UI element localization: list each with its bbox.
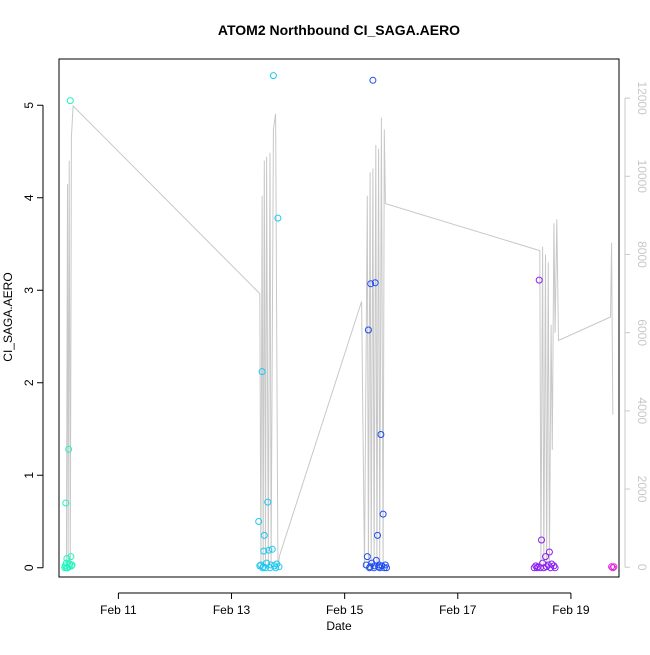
data-point xyxy=(275,563,283,571)
y-left-tick-label: 5 xyxy=(22,102,36,109)
data-point xyxy=(258,368,266,376)
y-axis-right: 0 2000 4000 6000 8000 10000 12000 xyxy=(624,81,649,571)
y-axis-left: 0 1 2 3 4 5 xyxy=(22,102,44,571)
data-point xyxy=(545,548,553,556)
data-point xyxy=(369,76,377,84)
chart-title: ATOM2 Northbound CI_SAGA.AERO xyxy=(218,22,460,38)
data-point xyxy=(374,531,381,539)
x-tick-label: Feb 13 xyxy=(213,603,251,617)
y-right-tick-label: 2000 xyxy=(635,476,649,503)
y-right-tick-label: 6000 xyxy=(635,319,649,346)
data-point xyxy=(255,518,263,525)
data-point xyxy=(262,564,269,572)
x-tick-label: Feb 19 xyxy=(552,603,590,617)
data-point xyxy=(367,280,375,288)
data-point xyxy=(543,563,551,571)
data-point xyxy=(260,547,268,555)
y-right-tick-label: 12000 xyxy=(635,81,649,115)
y-right-tick-label: 8000 xyxy=(635,241,649,268)
data-point xyxy=(260,531,268,539)
data-point xyxy=(62,499,70,507)
data-point xyxy=(366,563,374,571)
data-point xyxy=(363,553,371,561)
data-point xyxy=(608,563,616,571)
data-point xyxy=(265,546,273,554)
data-point xyxy=(272,564,280,572)
data-point xyxy=(364,326,372,334)
data-point xyxy=(550,562,558,570)
data-point xyxy=(610,563,618,571)
data-point xyxy=(371,562,379,570)
y-left-tick-label: 3 xyxy=(22,287,36,294)
y-left-tick-label: 0 xyxy=(22,564,36,571)
y-left-tick-label: 2 xyxy=(22,379,36,386)
y-right-tick-label: 10000 xyxy=(635,160,649,194)
data-point xyxy=(269,72,277,80)
data-point xyxy=(68,561,76,569)
x-axis-label: Date xyxy=(326,619,352,633)
y-left-tick-label: 4 xyxy=(22,194,36,201)
x-tick-label: Feb 11 xyxy=(100,603,137,617)
x-tick-label: Feb 15 xyxy=(326,603,364,617)
x-tick-label: Feb 17 xyxy=(439,603,477,617)
data-point xyxy=(533,564,541,572)
data-point xyxy=(379,510,387,518)
data-point xyxy=(383,564,390,572)
data-point xyxy=(66,97,74,105)
plot-frame xyxy=(58,58,620,578)
data-point xyxy=(375,561,383,569)
data-point xyxy=(371,279,379,287)
y-left-tick-label: 1 xyxy=(22,472,36,479)
data-point xyxy=(264,498,272,506)
y-right-tick-label: 4000 xyxy=(635,397,649,424)
data-point xyxy=(609,564,617,572)
y-axis-label: CI_SAGA.AERO xyxy=(1,272,15,361)
background-line xyxy=(65,104,614,568)
y-right-tick-label: 0 xyxy=(635,564,649,571)
background-line-layer xyxy=(65,104,614,568)
data-point xyxy=(67,553,75,561)
data-point xyxy=(377,431,385,438)
data-point xyxy=(551,564,559,572)
data-point xyxy=(65,445,73,453)
data-point xyxy=(535,276,543,284)
data-point xyxy=(538,536,545,544)
points-layer xyxy=(61,72,618,572)
data-point xyxy=(63,555,71,562)
data-point xyxy=(274,214,282,222)
data-point xyxy=(542,553,549,561)
x-axis: Feb 11 Feb 13 Feb 15 Feb 17 Feb 19 xyxy=(100,592,590,617)
data-point xyxy=(268,545,276,553)
data-point xyxy=(263,559,271,567)
